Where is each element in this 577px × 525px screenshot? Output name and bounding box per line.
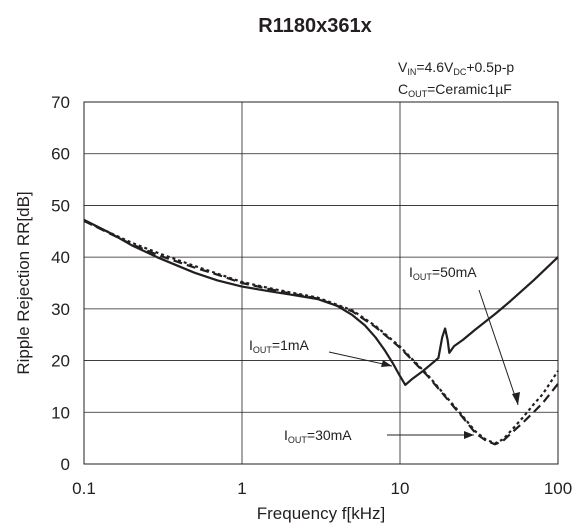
x-tick-label: 10: [391, 479, 410, 498]
x-tick-label: 100: [544, 479, 572, 498]
series-line-dotted: [83, 219, 559, 445]
series-line-solid: [83, 218, 559, 386]
y-tick-labels: 0 10 20 30 40 50 60 70: [51, 93, 70, 474]
y-tick-label: 70: [51, 93, 70, 112]
condition-cout: COUT=Ceramic1µF: [398, 81, 512, 99]
y-axis-label: Ripple Rejection RR[dB]: [14, 191, 33, 374]
annotation-50ma-label: IOUT=50mA: [409, 264, 477, 282]
y-tick-label: 20: [51, 352, 70, 371]
chart-title: R1180x361x: [258, 15, 371, 37]
condition-vin: VIN=4.6VDC+0.5p-p: [398, 59, 514, 77]
annotation-50ma: IOUT=50mA: [409, 264, 520, 406]
x-tick-labels: 0.1 1 10 100: [72, 479, 572, 498]
annotation-1ma-label: IOUT=1mA: [249, 337, 310, 355]
annotation-1ma-arrow: [328, 351, 393, 367]
annotation-50ma-arrow: [478, 289, 519, 406]
plot-frame: [83, 101, 559, 465]
x-tick-label: 0.1: [72, 479, 96, 498]
annotation-1ma-arrowhead: [381, 360, 392, 367]
y-tick-label: 50: [51, 196, 70, 215]
x-axis-label: Frequency f[kHz]: [257, 504, 386, 523]
grid: [84, 102, 558, 464]
y-tick-label: 0: [61, 455, 70, 474]
y-tick-label: 10: [51, 403, 70, 422]
y-tick-label: 30: [51, 300, 70, 319]
series-line-dashed: [83, 219, 559, 446]
y-tick-label: 40: [51, 248, 70, 267]
annotation-50ma-arrowhead: [512, 392, 520, 405]
annotation-1ma: IOUT=1mA: [249, 337, 393, 367]
series-group: [83, 218, 559, 446]
annotation-30ma: IOUT=30mA: [284, 427, 474, 445]
y-tick-label: 60: [51, 145, 70, 164]
annotation-30ma-label: IOUT=30mA: [284, 427, 352, 445]
x-tick-label: 1: [237, 479, 246, 498]
annotation-30ma-arrowhead: [464, 431, 474, 439]
